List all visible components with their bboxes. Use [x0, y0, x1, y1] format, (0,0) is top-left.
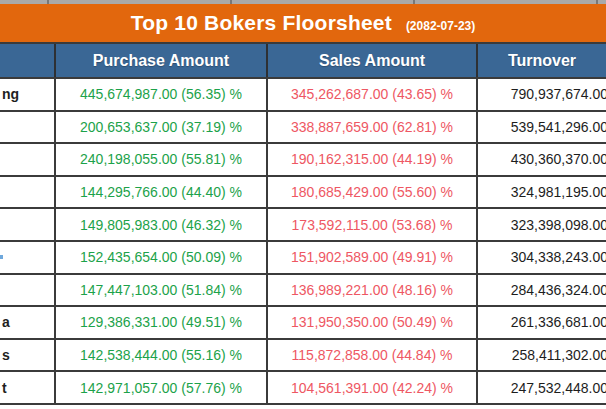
broker-name-cell: [0, 144, 56, 175]
table-row: 240,198,055.00 (55.81) %190,162,315.00 (…: [0, 144, 606, 177]
purchase-amount-cell: 144,295,766.00 (44.40) %: [56, 177, 268, 208]
table-row: 147,447,103.00 (51.84) %136,989,221.00 (…: [0, 275, 606, 308]
turnover-cell: 261,336,681.00: [478, 307, 606, 338]
grid-tick: [47, 0, 49, 4]
purchase-amount-cell: 142,971,057.00 (57.76) %: [56, 372, 268, 403]
sales-amount-cell: 173,592,115.00 (53.68) %: [268, 209, 478, 240]
broker-name-cell: [0, 112, 56, 143]
turnover-cell: 284,436,324.00: [478, 275, 606, 306]
link-text-fragment: [0, 255, 3, 259]
table-row: 152,435,654.00 (50.09) %151,902,589.00 (…: [0, 242, 606, 275]
purchase-amount-cell: 152,435,654.00 (50.09) %: [56, 242, 268, 273]
broker-name-cell: [0, 209, 56, 240]
table-row: s 142,538,444.00 (55.16) %115,872,858.00 …: [0, 340, 606, 373]
page-title: Top 10 Bokers Floorsheet: [131, 11, 392, 35]
header-sales-amount: Sales Amount: [268, 44, 478, 77]
floorsheet-widget: Top 10 Bokers Floorsheet (2082-07-23) Pu…: [0, 0, 606, 409]
table-row: 200,653,637.00 (37.19) %338,887,659.00 (…: [0, 112, 606, 145]
turnover-cell: 304,338,243.00: [478, 242, 606, 273]
table-row: a 129,386,331.00 (49.51) %131,950,350.00 …: [0, 307, 606, 340]
turnover-cell: 324,981,195.00: [478, 177, 606, 208]
table-row: t 142,971,057.00 (57.76) %104,561,391.00 …: [0, 372, 606, 405]
broker-name-cell: [0, 177, 56, 208]
broker-name-cell: s: [0, 340, 56, 371]
broker-name-cell: t: [0, 372, 56, 403]
broker-name-cell: ng: [0, 79, 56, 110]
sales-amount-cell: 190,162,315.00 (44.19) %: [268, 144, 478, 175]
sales-amount-cell: 136,989,221.00 (48.16) %: [268, 275, 478, 306]
purchase-amount-cell: 149,805,983.00 (46.32) %: [56, 209, 268, 240]
sales-amount-cell: 131,950,350.00 (50.49) %: [268, 307, 478, 338]
sales-amount-cell: 104,561,391.00 (42.24) %: [268, 372, 478, 403]
header-purchase-amount: Purchase Amount: [56, 44, 268, 77]
table-body: ng 445,674,987.00 (56.35) %345,262,687.00…: [0, 79, 606, 405]
purchase-amount-cell: 142,538,444.00 (55.16) %: [56, 340, 268, 371]
turnover-cell: 790,937,674.00: [478, 79, 606, 110]
broker-name-fragment: ng: [2, 86, 19, 102]
sales-amount-cell: 151,902,589.00 (49.91) %: [268, 242, 478, 273]
title-bar: Top 10 Bokers Floorsheet (2082-07-23): [0, 4, 606, 42]
broker-name-cell: a: [0, 307, 56, 338]
sales-amount-cell: 345,262,687.00 (43.65) %: [268, 79, 478, 110]
turnover-cell: 258,411,302.00: [478, 340, 606, 371]
grid-tick: [413, 0, 415, 4]
sales-amount-cell: 338,887,659.00 (62.81) %: [268, 112, 478, 143]
turnover-cell: 430,360,370.00: [478, 144, 606, 175]
table-row: 144,295,766.00 (44.40) %180,685,429.00 (…: [0, 177, 606, 210]
sales-amount-cell: 115,872,858.00 (44.84) %: [268, 340, 478, 371]
purchase-amount-cell: 200,653,637.00 (37.19) %: [56, 112, 268, 143]
purchase-amount-cell: 147,447,103.00 (51.84) %: [56, 275, 268, 306]
purchase-amount-cell: 240,198,055.00 (55.81) %: [56, 144, 268, 175]
grid-tick: [596, 0, 598, 4]
broker-name-cell: [0, 275, 56, 306]
title-date: (2082-07-23): [406, 19, 475, 33]
purchase-amount-cell: 445,674,987.00 (56.35) %: [56, 79, 268, 110]
broker-name-fragment: a: [2, 314, 10, 330]
sales-amount-cell: 180,685,429.00 (55.60) %: [268, 177, 478, 208]
grid-tick: [230, 0, 232, 4]
turnover-cell: 323,398,098.00: [478, 209, 606, 240]
header-turnover: Turnover: [478, 44, 606, 77]
table-row: 149,805,983.00 (46.32) %173,592,115.00 (…: [0, 209, 606, 242]
table-header-row: Purchase Amount Sales Amount Turnover: [0, 42, 606, 79]
broker-name-fragment: s: [2, 347, 10, 363]
broker-name-fragment: t: [2, 380, 7, 396]
turnover-cell: 539,541,296.00: [478, 112, 606, 143]
header-broker: [0, 44, 56, 77]
broker-name-cell: [0, 242, 56, 273]
turnover-cell: 247,532,448.00: [478, 372, 606, 403]
cutoff-row-strip: [0, 0, 606, 4]
table-row: ng 445,674,987.00 (56.35) %345,262,687.00…: [0, 79, 606, 112]
purchase-amount-cell: 129,386,331.00 (49.51) %: [56, 307, 268, 338]
